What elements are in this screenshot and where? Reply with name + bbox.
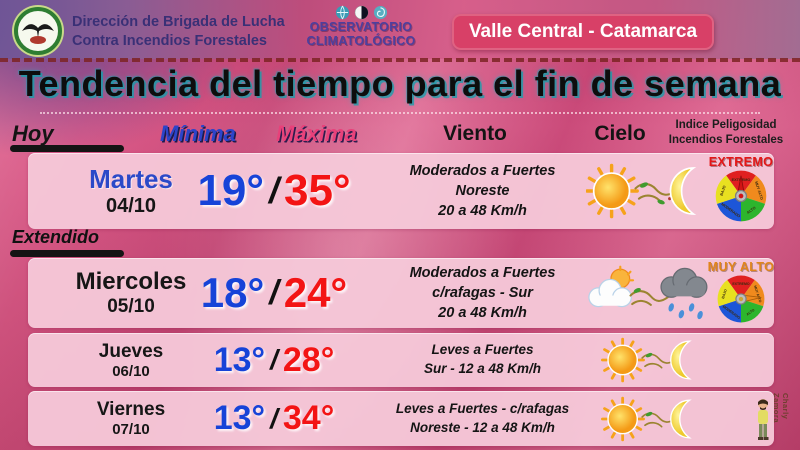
wind-line: 20 a 48 Km/h	[438, 305, 527, 322]
gauge-label: ALTO	[746, 206, 756, 215]
sun-wind-moon-icon	[601, 396, 692, 441]
location-badge: Valle Central - Catamarca	[452, 14, 714, 50]
sun-wind-moon-icon	[601, 337, 692, 383]
fire-danger-gauge-icon: EXTREMO MUY ALTO ALTO MODERADO BAJO	[717, 275, 765, 323]
gauge-label: EXTREMO	[732, 282, 750, 286]
wind-line: Moderados a Fuertes	[409, 264, 556, 281]
gauge-label: ALTO	[746, 308, 756, 317]
temperature-cell: 19° / 35°	[160, 153, 388, 229]
temp-separator: /	[268, 170, 279, 211]
day-cell: Jueves 06/10	[36, 333, 226, 387]
day-name: Miercoles	[75, 268, 187, 295]
wind-line: c/rafagas - Sur	[432, 284, 533, 301]
column-header-minima: Mínima	[160, 121, 236, 146]
extended-section-label: Extendido	[12, 227, 100, 247]
gauge-label: MUY ALTO	[754, 181, 764, 201]
sky-cell	[584, 258, 716, 328]
forecast-row-viernes: Viernes 07/10 13° / 34° Leves a Fuertes …	[28, 391, 774, 446]
fire-level-label: MUY ALTO	[707, 260, 775, 274]
org-line1: Dirección de Brigada de Lucha	[72, 14, 285, 30]
column-header-viento: Viento	[443, 122, 507, 145]
observatory-line2: CLIMATOLÓGICO	[306, 33, 416, 48]
temperature-cell: 18° / 24°	[160, 258, 388, 328]
wind-line: 20 a 48 Km/h	[438, 203, 527, 220]
wind-line: Sur - 12 a 48 Km/h	[423, 361, 542, 376]
min-temp: 19°	[197, 166, 264, 215]
sky-cell	[594, 391, 714, 446]
credit-text: Charly Zamora	[772, 393, 790, 424]
page-title: Tendencia del tiempo para el fin de sema…	[18, 63, 782, 104]
min-temp: 13°	[213, 399, 266, 437]
day-date: 05/10	[107, 296, 155, 317]
wind-cell: Leves a Fuertes - c/rafagas Noreste - 12…	[380, 391, 585, 446]
wind-line: Leves a Fuertes	[431, 342, 534, 358]
org-line2: Contra Incendios Forestales	[72, 32, 267, 49]
temp-separator: /	[270, 344, 278, 375]
wind-line: Noreste - 12 a 48 Km/h	[410, 419, 555, 435]
gauge-label: BAJO	[720, 185, 727, 196]
dashed-divider	[0, 58, 800, 62]
fire-level-label: EXTREMO	[708, 155, 774, 169]
forecaster-cartoon-icon	[758, 399, 769, 440]
hoy-underline	[10, 145, 124, 152]
forecast-row-martes: Martes 04/10 19° / 35° Moderados a Fuert…	[28, 153, 774, 229]
day-cell: Miercoles 05/10	[36, 258, 226, 328]
wind-line: Moderados a Fuertes	[409, 162, 556, 179]
max-temp: 35°	[284, 166, 351, 215]
column-header-maxima: Máxima	[276, 121, 357, 146]
fire-index-header-line2: Incendios Forestales	[668, 133, 784, 146]
wind-line: Noreste	[455, 182, 510, 199]
forecast-row-jueves: Jueves 06/10 13° / 28° Leves a Fuertes S…	[28, 333, 774, 387]
gauge-label: BAJO	[721, 289, 728, 300]
day-date: 04/10	[105, 195, 157, 217]
temp-separator: /	[269, 273, 279, 312]
day-name: Viernes	[96, 399, 166, 420]
day-date: 07/10	[112, 421, 150, 438]
day-date: 06/10	[112, 362, 150, 380]
wind-cell: Moderados a Fuertes Noreste 20 a 48 Km/h	[380, 153, 585, 229]
day-name: Jueves	[98, 340, 164, 362]
sun-wind-moon-icon	[586, 163, 697, 219]
cyclone-icon	[373, 5, 387, 20]
max-temp: 24°	[283, 269, 348, 316]
extendido-underline	[10, 250, 124, 257]
sky-cell	[594, 333, 714, 387]
brigade-logo	[14, 7, 62, 55]
cloud-sun-wind-rain-icon	[588, 265, 708, 320]
fire-index-header-line1: Indice Peligosidad	[675, 119, 777, 131]
organization-title: Dirección de Brigada de Lucha Contra Inc…	[72, 13, 285, 51]
wind-cell: Leves a Fuertes Sur - 12 a 48 Km/h	[380, 333, 585, 387]
column-header-cielo: Cielo	[594, 122, 646, 145]
sky-cell	[584, 153, 716, 229]
fire-index-cell: EXTREMO EXTREMO MUY ALTO ALTO MODERADO B…	[706, 153, 776, 229]
globe-icon	[335, 5, 349, 20]
temperature-cell: 13° / 34°	[160, 391, 388, 446]
forecast-row-miercoles: Miercoles 05/10 18° / 24° Moderados a Fu…	[28, 258, 774, 328]
temperature-cell: 13° / 28°	[160, 333, 388, 387]
fire-danger-gauge-icon: EXTREMO MUY ALTO ALTO MODERADO BAJO	[715, 170, 767, 222]
dotted-divider	[40, 112, 760, 114]
day-name: Martes	[89, 164, 173, 194]
day-cell: Martes 04/10	[36, 153, 226, 229]
fire-index-cell: MUY ALTO EXTREMO MUY ALTO ALTO MODERADO …	[706, 258, 776, 328]
day-cell: Viernes 07/10	[36, 391, 226, 446]
column-header-fire-index: Indice Peligosidad Incendios Forestales	[655, 118, 797, 148]
credit-block: Charly Zamora	[754, 393, 794, 447]
column-header-hoy: Hoy	[12, 121, 54, 146]
condor-icon	[22, 24, 54, 44]
min-temp: 18°	[200, 269, 265, 316]
observatory-block: OBSERVATORIO CLIMATOLÓGICO	[298, 5, 424, 49]
wind-cell: Moderados a Fuertes c/rafagas - Sur 20 a…	[380, 258, 585, 328]
wind-line: Leves a Fuertes - c/rafagas	[395, 400, 570, 416]
observatory-line1: OBSERVATORIO	[309, 20, 413, 34]
min-temp: 13°	[213, 340, 266, 379]
moon-phase-icon	[354, 5, 368, 20]
temp-separator: /	[270, 402, 278, 434]
max-temp: 34°	[282, 399, 335, 437]
observatory-icons	[298, 5, 424, 20]
gauge-label: MUY ALTO	[753, 285, 762, 303]
max-temp: 28°	[282, 340, 335, 379]
